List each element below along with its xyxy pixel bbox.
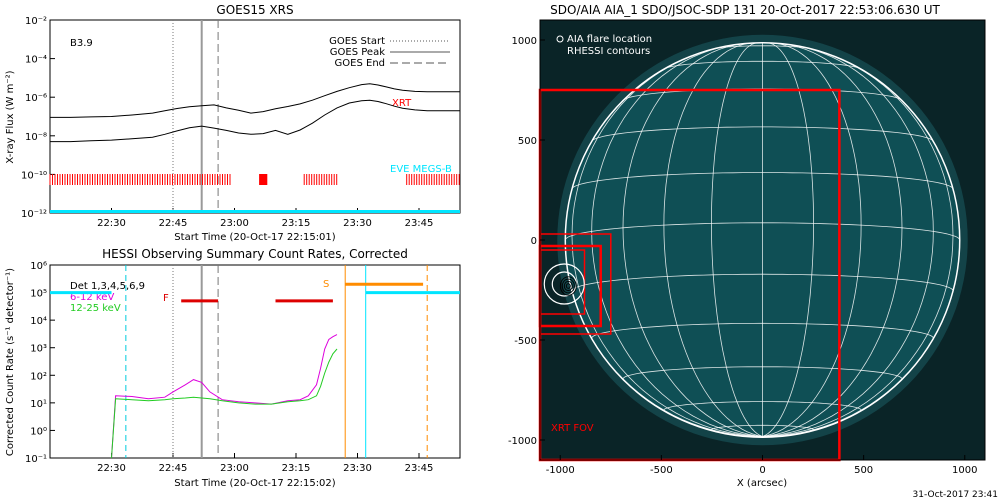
- hessi-ylabel: Corrected Count Rate (s⁻¹ detector⁻¹): [5, 268, 16, 456]
- y-tick-label: 10⁻⁶: [25, 93, 47, 104]
- rhessi-contour-1: [559, 276, 577, 296]
- x-tick-label: 23:45: [405, 218, 434, 229]
- goes-plot-marks: 22:30 22:45 23:00 23:15 23:30 23:45 10⁻¹² 10⁻¹⁰…: [21, 16, 460, 229]
- y-tick-label: 10⁵: [30, 289, 47, 300]
- rhessi-contour-3: [563, 280, 573, 292]
- hessi-frame: [49, 264, 461, 459]
- longitude-line: [762, 42, 862, 437]
- y-tick-label: 10⁻¹⁰: [21, 170, 47, 181]
- goes-frame: [49, 19, 461, 214]
- hessi-legend: Det 1,3,4,5,6,9 6-12 keV 12-25 keV: [70, 281, 145, 314]
- legend-6-12: 6-12 keV: [70, 292, 114, 303]
- aia-x-tick-label: 500: [854, 465, 873, 476]
- rhessi-contour-4: [565, 283, 571, 289]
- goes-ylabel: X-ray Flux (W m⁻²): [5, 70, 16, 163]
- hessi-xlabel: Start Time (20-Oct-17 22:15:02): [174, 478, 335, 489]
- longitude-line: [564, 239, 763, 437]
- y-tick-label: 10⁰: [30, 426, 47, 437]
- aia-y-tick-label: -1000: [508, 436, 537, 447]
- xrt-block: [259, 174, 268, 185]
- y-tick-label: 10⁻⁴: [25, 55, 47, 66]
- aia-x-tick-label: -500: [650, 465, 673, 476]
- y-tick-label: 10²: [30, 371, 47, 382]
- goes-title: GOES15 XRS: [216, 3, 293, 17]
- x-tick-label: 23:00: [220, 218, 249, 229]
- goes-legend: GOES Start GOES Peak GOES End: [329, 36, 450, 69]
- x-tick-label: 23:30: [343, 218, 372, 229]
- x-tick-label: 22:30: [97, 463, 126, 474]
- eve-label: EVE MEGS-B: [390, 164, 452, 175]
- longitude-line: [591, 45, 763, 437]
- legend-aia-flare: AIA flare location: [567, 34, 652, 45]
- longitude-line: [711, 42, 763, 437]
- aia-footer: 31-Oct-2017 23:41: [913, 490, 998, 500]
- longitude-line: [762, 45, 934, 437]
- aia-y-tick-label: 1000: [512, 36, 537, 47]
- longitude-line: [762, 239, 961, 437]
- s-label: S: [323, 279, 329, 290]
- longitude-line: [622, 43, 763, 437]
- legend-goes-peak: GOES Peak: [330, 47, 385, 58]
- aia-title: SDO/AIA AIA_1 SDO/JSOC-SDP 131 20-Oct-20…: [550, 3, 940, 17]
- y-tick-label: 10⁶: [30, 261, 47, 272]
- aia-y-tick-label: 0: [531, 236, 537, 247]
- x-tick-label: 23:15: [282, 218, 311, 229]
- hessi-panel: HESSI Observing Summary Count Rates, Cor…: [5, 247, 461, 489]
- y-tick-label: 10⁻⁸: [25, 132, 47, 143]
- goes-panel: GOES15 XRS X-ray Flux (W m⁻²) Start Time…: [5, 3, 461, 243]
- flare-location-circle-outer: [543, 263, 585, 305]
- legend-det: Det 1,3,4,5,6,9: [70, 281, 145, 292]
- aia-x-tick-label: 1000: [952, 465, 977, 476]
- x-tick-label: 23:00: [220, 463, 249, 474]
- y-tick-label: 10¹: [30, 399, 47, 410]
- x-tick-label: 23:45: [405, 463, 434, 474]
- longitude-line: [571, 54, 763, 437]
- y-tick-label: 10⁻¹: [25, 454, 47, 465]
- series-line-2: [50, 99, 460, 143]
- xrt-label: XRT: [392, 98, 412, 109]
- x-tick-label: 22:45: [159, 218, 188, 229]
- x-tick-label: 23:15: [282, 463, 311, 474]
- legend-goes-end: GOES End: [335, 58, 385, 69]
- hessi-plot-marks: 22:30 22:45 23:00 23:15 23:30 23:45 10⁻¹ 10⁰ 10¹…: [25, 261, 460, 474]
- y-tick-label: 10⁻¹²: [21, 209, 47, 220]
- goes-flare-class: B3.9: [70, 38, 93, 49]
- series-line-2: [111, 348, 338, 459]
- goes-xlabel: Start Time (20-Oct-17 22:15:01): [174, 232, 335, 243]
- f-label: F: [163, 293, 169, 304]
- series-line-1: [50, 83, 460, 118]
- aia-plot-marks: -1000 -500 0 500 1000 -1000 -500 0 500 1000: [508, 34, 977, 476]
- aia-y-tick-label: 500: [518, 136, 537, 147]
- legend-rhessi: RHESSI contours: [567, 46, 650, 57]
- aia-xlabel: X (arcsec): [737, 478, 787, 489]
- aia-frame: [539, 19, 986, 461]
- aia-flare-marker-icon: [556, 35, 564, 43]
- series-line-1: [111, 334, 338, 459]
- longitude-line: [663, 42, 763, 437]
- longitude-line: [762, 43, 903, 437]
- x-tick-label: 22:45: [159, 463, 188, 474]
- legend-12-25: 12-25 keV: [70, 303, 121, 314]
- aia-panel: SDO/AIA AIA_1 SDO/JSOC-SDP 131 20-Oct-20…: [508, 3, 998, 500]
- legend-goes-start: GOES Start: [329, 36, 385, 47]
- aia-y-tick-label: -500: [514, 336, 537, 347]
- rhessi-contour-2: [561, 278, 575, 294]
- aia-legend: AIA flare location RHESSI contours: [556, 34, 652, 57]
- hessi-title: HESSI Observing Summary Count Rates, Cor…: [102, 247, 408, 261]
- x-tick-label: 23:30: [343, 463, 372, 474]
- y-tick-label: 10³: [30, 344, 47, 355]
- xrt-fov-label: XRT FOV: [551, 423, 594, 434]
- aia-x-tick-label: 0: [759, 465, 765, 476]
- longitude-line: [762, 42, 814, 437]
- aia-x-tick-label: -1000: [546, 465, 575, 476]
- y-tick-label: 10⁴: [30, 316, 47, 327]
- y-tick-label: 10⁻²: [25, 16, 47, 27]
- x-tick-label: 22:30: [97, 218, 126, 229]
- longitude-line: [762, 54, 954, 437]
